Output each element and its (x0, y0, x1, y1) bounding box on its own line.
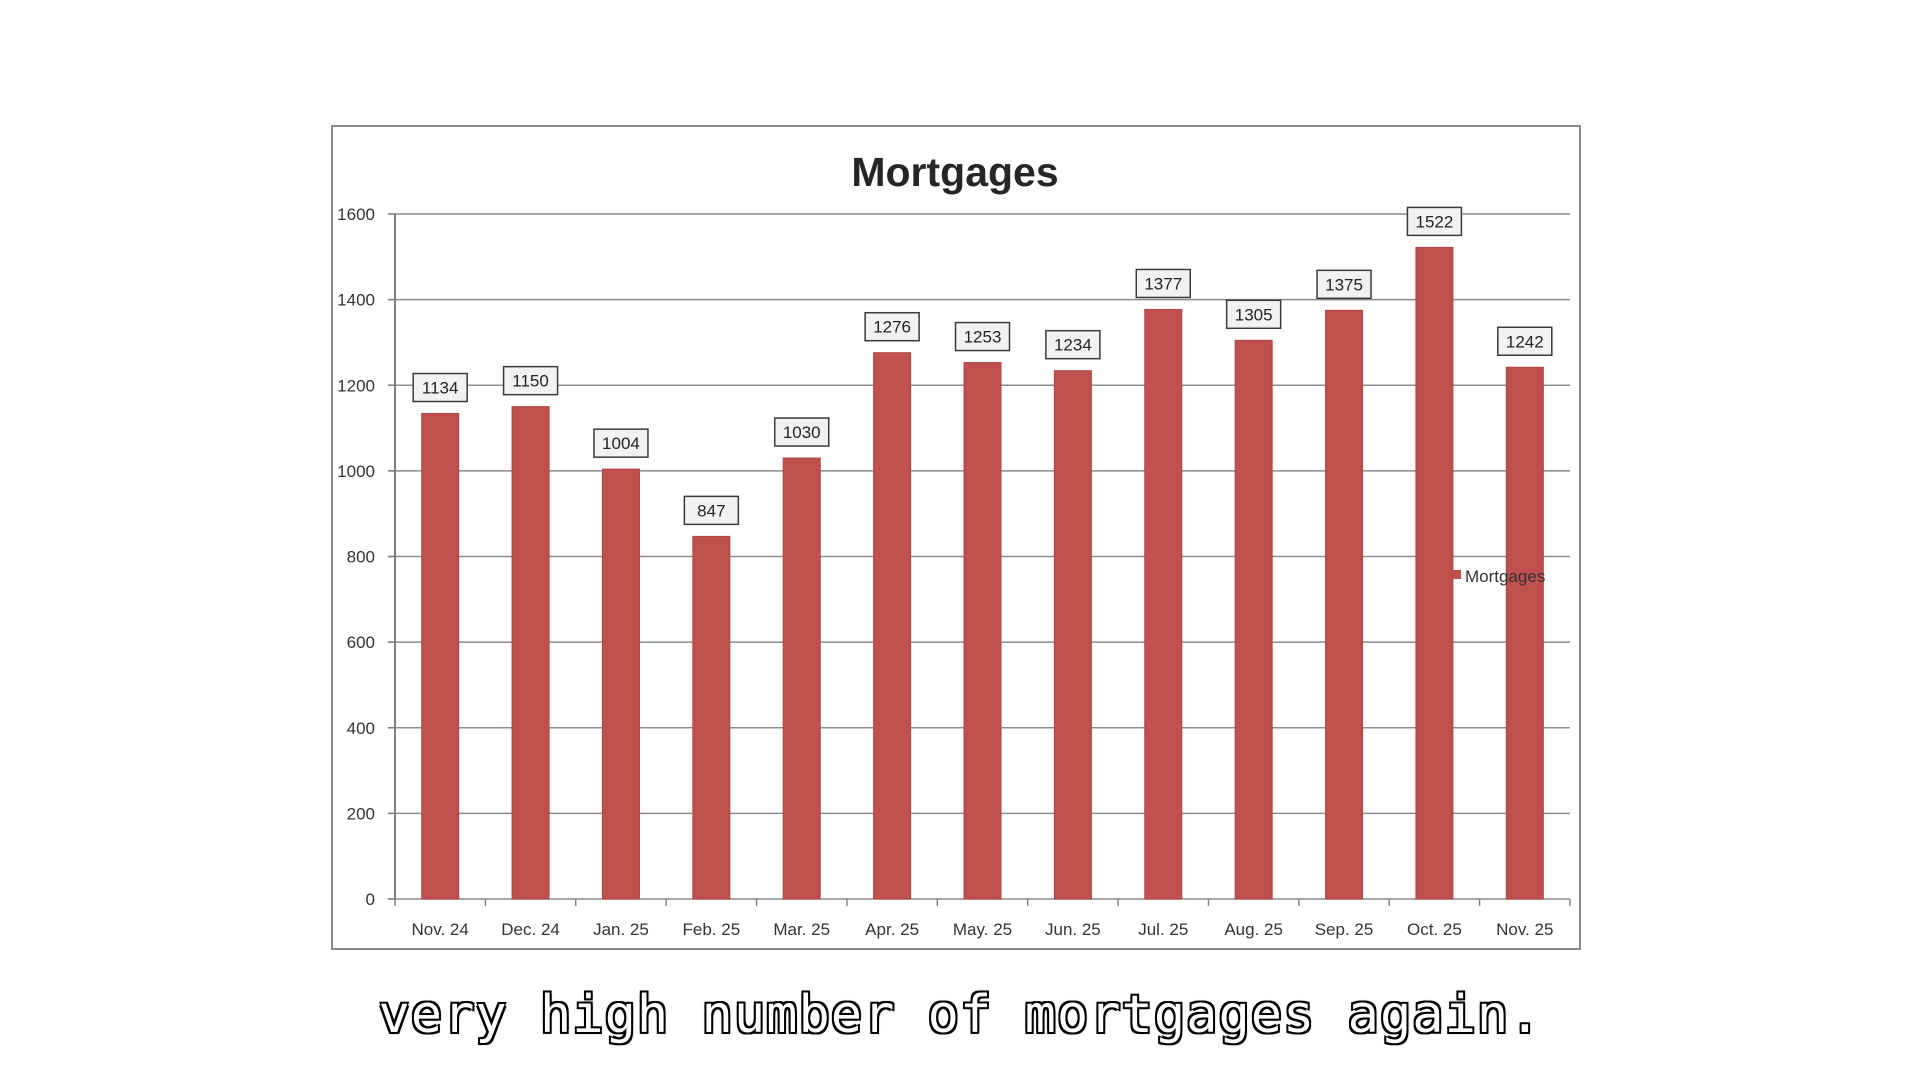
x-tick-label: Jul. 25 (1138, 920, 1188, 939)
bar (421, 413, 460, 900)
y-tick-label: 1200 (337, 376, 375, 395)
x-tick-label: Feb. 25 (683, 920, 741, 939)
legend: Mortgages (1452, 567, 1545, 586)
data-label: 1253 (964, 328, 1002, 347)
data-label: 847 (697, 501, 725, 520)
x-axis-labels: Nov. 24 Dec. 24 Jan. 25 Feb. 25 Mar. 25 Apr. … (412, 920, 1554, 939)
x-tick-label: Nov. 25 (1496, 920, 1553, 939)
bar (1415, 246, 1454, 900)
bar (1234, 339, 1273, 900)
x-tick-label: Dec. 24 (501, 920, 560, 939)
y-tick-label: 600 (347, 633, 375, 652)
bars (421, 246, 1544, 900)
legend-label: Mortgages (1465, 567, 1545, 586)
data-label-box (1045, 329, 1101, 360)
bar (1325, 309, 1364, 900)
y-tick-label: 800 (347, 548, 375, 567)
y-tick-label: 400 (347, 719, 375, 738)
data-label: 1134 (422, 379, 459, 398)
data-label-box (1225, 299, 1282, 330)
data-label-box (412, 372, 468, 403)
data-label: 1004 (602, 434, 640, 453)
data-label-box (1497, 326, 1553, 357)
chart-title: Mortgages (851, 149, 1058, 195)
bar (692, 535, 731, 900)
data-label-box (1316, 269, 1372, 300)
y-tick-label: 0 (366, 890, 375, 909)
data-label: 1377 (1144, 274, 1182, 293)
bar (511, 406, 550, 900)
legend-swatch (1452, 570, 1461, 579)
data-label: 1276 (873, 318, 911, 337)
data-label: 1522 (1416, 212, 1454, 231)
subtitle-caption: very high number of mortgages again. (377, 984, 1542, 1046)
data-label-box (1406, 206, 1463, 237)
x-tick-label: Mar. 25 (773, 920, 830, 939)
x-tick-label: Apr. 25 (865, 920, 919, 939)
data-label-box (1135, 268, 1192, 299)
data-label: 1242 (1506, 332, 1544, 351)
data-label: 1030 (783, 423, 821, 442)
data-label: 1375 (1325, 275, 1363, 294)
y-axis: 0 200 400 600 800 1000 1200 1400 1600 (337, 205, 1571, 909)
data-label-box (864, 311, 920, 342)
data-label: 1150 (512, 372, 549, 391)
x-tick-label: Oct. 25 (1407, 920, 1462, 939)
data-label-box (593, 428, 649, 458)
x-tick-label: Sep. 25 (1315, 920, 1374, 939)
x-tick-label: Nov. 24 (412, 920, 469, 939)
data-label-box (954, 321, 1011, 352)
x-tick-label: Jun. 25 (1045, 920, 1101, 939)
x-tick-label: Jan. 25 (593, 920, 649, 939)
y-tick-label: 1400 (337, 291, 375, 310)
data-label-box (502, 365, 559, 396)
bar (782, 457, 821, 900)
bar (963, 362, 1002, 900)
y-tick-label: 1000 (337, 462, 375, 481)
data-label-box (683, 495, 740, 526)
data-label-box (773, 417, 830, 447)
bar (601, 468, 640, 900)
data-labels: 1134 1150 1004 847 1030 1276 1253 1234 1377 1305 1… (412, 206, 1553, 526)
data-label: 1305 (1235, 305, 1273, 324)
x-tick-label: May. 25 (953, 920, 1012, 939)
x-tick-label: Aug. 25 (1224, 920, 1283, 939)
bar (1505, 366, 1544, 900)
bar (1053, 370, 1092, 900)
bar (1144, 308, 1183, 900)
data-label: 1234 (1054, 336, 1092, 355)
y-tick-label: 1600 (337, 205, 375, 224)
y-tick-label: 200 (347, 804, 375, 823)
bar (873, 352, 912, 900)
